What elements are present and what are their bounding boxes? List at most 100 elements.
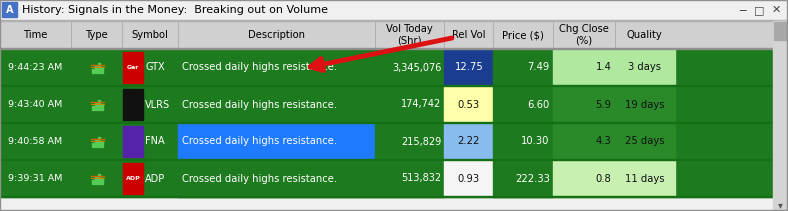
Bar: [375, 86, 444, 123]
Text: 174,742: 174,742: [401, 100, 441, 110]
Text: GTX: GTX: [145, 62, 165, 73]
Text: Quality: Quality: [626, 30, 663, 40]
Bar: [552, 86, 615, 123]
Text: ADP: ADP: [145, 173, 165, 184]
Bar: [375, 49, 444, 86]
Bar: [444, 49, 493, 86]
Bar: [98, 62, 100, 73]
Bar: [615, 86, 675, 123]
Text: Crossed daily highs resistance.: Crossed daily highs resistance.: [182, 137, 337, 146]
Bar: [0, 160, 773, 197]
Text: 9:43:40 AM: 9:43:40 AM: [9, 100, 63, 109]
Text: 0.93: 0.93: [458, 173, 480, 184]
Bar: [101, 104, 103, 110]
Text: Rel Vol: Rel Vol: [452, 30, 485, 40]
Bar: [95, 139, 97, 146]
Bar: [774, 22, 787, 40]
Bar: [98, 100, 100, 110]
Text: ─: ─: [740, 5, 746, 15]
Bar: [493, 86, 552, 123]
Text: Gar: Gar: [127, 65, 139, 70]
Text: Time: Time: [24, 30, 48, 40]
Bar: [2, 2, 17, 17]
Bar: [91, 142, 94, 146]
Text: ADP: ADP: [126, 176, 140, 181]
Text: Description: Description: [248, 30, 305, 40]
Bar: [178, 160, 375, 197]
Text: 0.8: 0.8: [596, 173, 611, 184]
Text: Crossed daily highs resistance.: Crossed daily highs resistance.: [182, 173, 337, 184]
Bar: [0, 196, 773, 197]
Bar: [0, 21, 788, 49]
Bar: [178, 123, 375, 160]
Bar: [178, 49, 375, 86]
Bar: [123, 126, 143, 157]
Bar: [95, 176, 97, 184]
Bar: [101, 66, 103, 73]
Bar: [493, 49, 552, 86]
Text: ✕: ✕: [771, 5, 781, 15]
Text: 9:44:23 AM: 9:44:23 AM: [9, 63, 63, 72]
Text: FNA: FNA: [145, 137, 165, 146]
Text: Chg Close
(%): Chg Close (%): [559, 24, 608, 46]
Bar: [773, 21, 788, 211]
Text: 6.60: 6.60: [527, 100, 550, 110]
Bar: [95, 65, 97, 73]
Bar: [0, 122, 773, 123]
Bar: [123, 52, 143, 83]
Text: Crossed daily highs resistance.: Crossed daily highs resistance.: [182, 100, 337, 110]
Text: 215,829: 215,829: [401, 137, 441, 146]
Text: VLRS: VLRS: [145, 100, 170, 110]
Bar: [0, 85, 773, 86]
Bar: [0, 48, 788, 49]
Text: Type: Type: [85, 30, 108, 40]
Bar: [98, 137, 100, 146]
Bar: [0, 123, 773, 160]
Bar: [123, 89, 143, 120]
Bar: [493, 123, 552, 160]
Bar: [101, 141, 103, 146]
Bar: [101, 177, 103, 184]
Bar: [91, 106, 94, 110]
Bar: [0, 86, 773, 123]
Bar: [0, 159, 773, 160]
Text: 25 days: 25 days: [625, 137, 664, 146]
Text: A: A: [6, 5, 13, 15]
Bar: [98, 173, 100, 184]
Bar: [615, 160, 675, 197]
Bar: [0, 0, 788, 20]
Text: 11 days: 11 days: [625, 173, 664, 184]
Bar: [493, 160, 552, 197]
Bar: [123, 163, 143, 194]
Bar: [444, 160, 493, 197]
Bar: [0, 20, 788, 21]
Text: 10.30: 10.30: [522, 137, 550, 146]
Bar: [552, 160, 615, 197]
Bar: [178, 86, 375, 123]
Bar: [375, 160, 444, 197]
Text: 222.33: 222.33: [515, 173, 550, 184]
Bar: [615, 123, 675, 160]
Bar: [95, 103, 97, 110]
Text: 513,832: 513,832: [401, 173, 441, 184]
Bar: [615, 49, 675, 86]
Text: Vol Today
(Shr): Vol Today (Shr): [386, 24, 433, 46]
Bar: [552, 49, 615, 86]
Text: 19 days: 19 days: [625, 100, 664, 110]
Bar: [375, 123, 444, 160]
Text: 7.49: 7.49: [527, 62, 550, 73]
Text: 5.9: 5.9: [596, 100, 611, 110]
Text: 1.4: 1.4: [596, 62, 611, 73]
Bar: [0, 49, 773, 86]
Text: 2.22: 2.22: [458, 137, 480, 146]
Text: History: Signals in the Money:  Breaking out on Volume: History: Signals in the Money: Breaking …: [22, 5, 328, 15]
Text: Crossed daily highs resistance.: Crossed daily highs resistance.: [182, 62, 337, 73]
Text: 12.75: 12.75: [455, 62, 483, 73]
Bar: [444, 86, 493, 123]
Text: 0.53: 0.53: [458, 100, 480, 110]
Text: □: □: [754, 5, 764, 15]
Bar: [91, 180, 94, 184]
Bar: [552, 123, 615, 160]
Text: 4.3: 4.3: [596, 137, 611, 146]
Text: 9:39:31 AM: 9:39:31 AM: [9, 174, 63, 183]
